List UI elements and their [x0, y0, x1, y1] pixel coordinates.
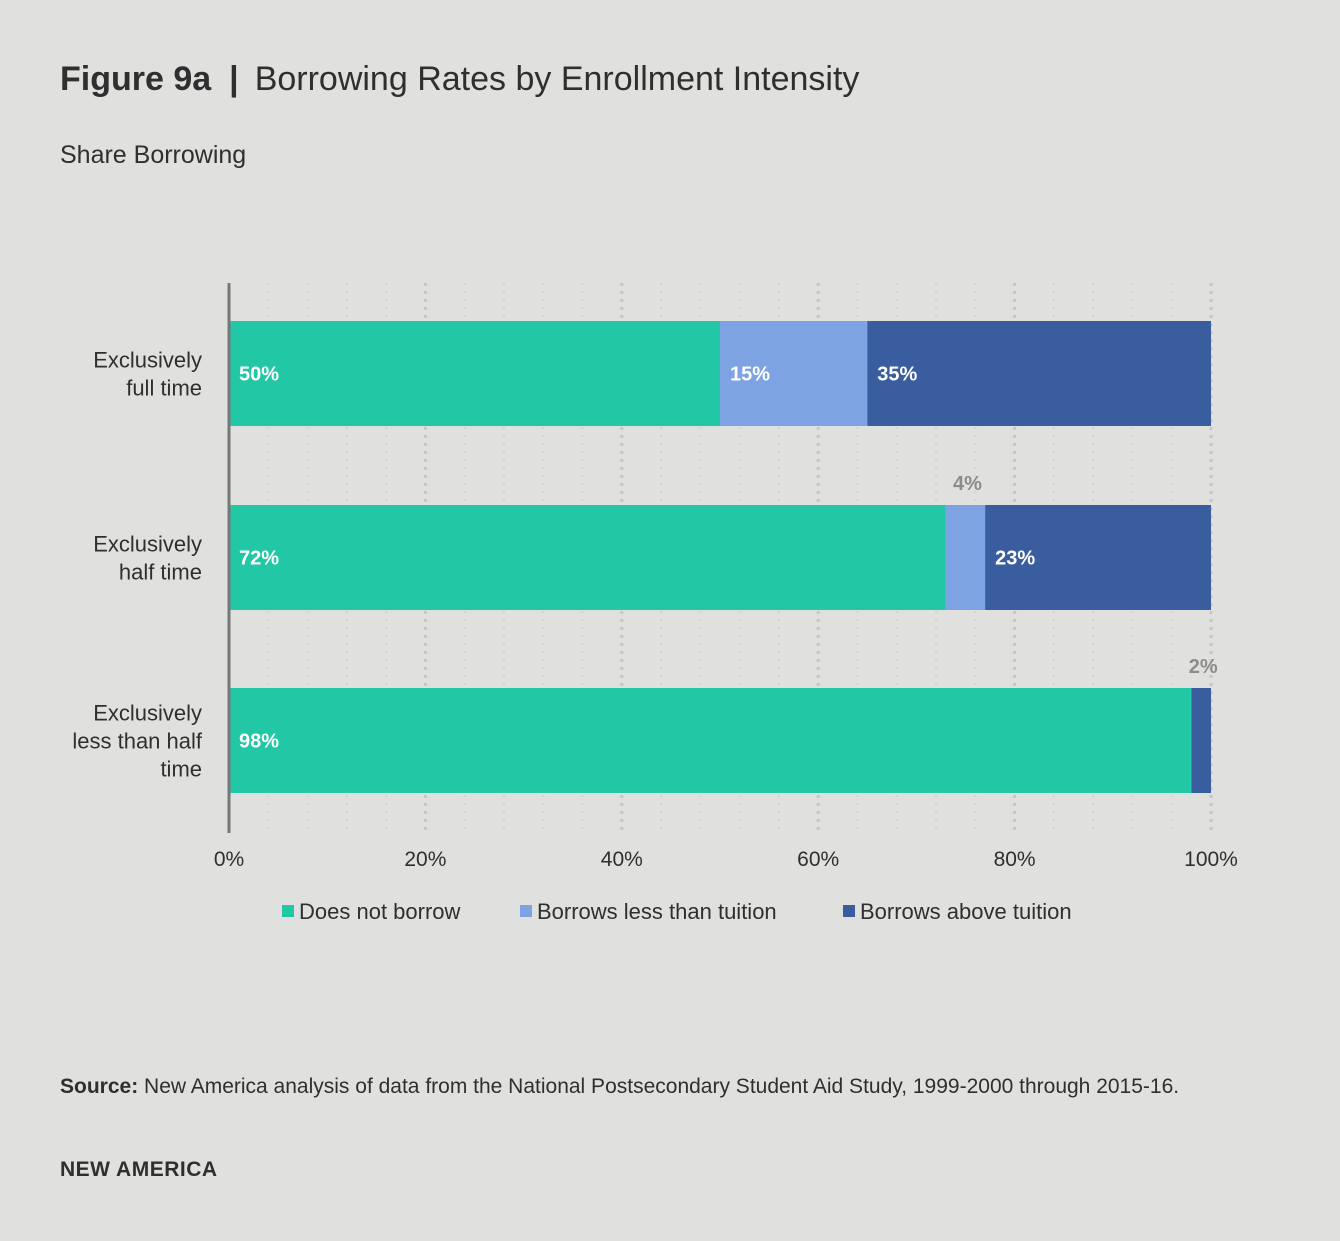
category-label: less than half: [72, 729, 203, 754]
stacked-bar-chart: 50% 15% 35% Exclusively full time 72% 4% 23% Exc…: [72, 283, 1238, 924]
source-note: Source: New America analysis of data fro…: [60, 1072, 1210, 1101]
chart-subtitle: Share Borrowing: [60, 141, 247, 169]
title-separator: |: [229, 60, 239, 98]
brand-logo-text: NEW AMERICA: [60, 1158, 218, 1181]
data-label: 4%: [953, 473, 982, 495]
bar-segment: [867, 321, 1211, 426]
data-label: 2%: [1189, 656, 1218, 678]
legend-swatch: [282, 905, 294, 917]
x-tick-label: 100%: [1184, 848, 1238, 871]
figure-label: Figure 9a: [60, 60, 212, 98]
legend-label: Borrows above tuition: [860, 899, 1072, 924]
bar-segment: [229, 505, 946, 610]
category-label: Exclusively: [93, 532, 202, 557]
data-label: 50%: [239, 364, 279, 386]
data-label: 23%: [995, 548, 1035, 570]
source-label: Source:: [60, 1075, 139, 1098]
data-label: 72%: [239, 548, 279, 570]
x-tick-label: 80%: [994, 848, 1036, 871]
bar-segment: [720, 321, 868, 426]
bar-segment: [1191, 688, 1211, 793]
x-tick-label: 0%: [214, 848, 244, 871]
category-label: Exclusively: [93, 701, 202, 726]
chart-title: Figure 9a | Borrowing Rates by Enrollment …: [60, 58, 859, 100]
bar-segment: [985, 505, 1211, 610]
bar-segment: [229, 321, 720, 426]
legend-label: Borrows less than tuition: [537, 899, 777, 924]
legend-label: Does not borrow: [299, 899, 461, 924]
data-label: 15%: [730, 364, 770, 386]
source-text: New America analysis of data from the Na…: [138, 1075, 1180, 1098]
category-label: Exclusively: [93, 348, 202, 373]
legend-swatch: [843, 905, 855, 917]
category-label: full time: [126, 376, 202, 401]
title-text: Borrowing Rates by Enrollment Intensity: [254, 60, 860, 98]
category-label: time: [160, 757, 202, 782]
legend-swatch: [520, 905, 532, 917]
x-tick-label: 20%: [404, 848, 446, 871]
bar-segment: [945, 505, 986, 610]
x-tick-label: 60%: [797, 848, 839, 871]
data-label: 35%: [877, 364, 917, 386]
category-label: half time: [119, 560, 202, 585]
bar-segment: [229, 688, 1192, 793]
x-tick-label: 40%: [601, 848, 643, 871]
data-label: 98%: [239, 731, 279, 753]
